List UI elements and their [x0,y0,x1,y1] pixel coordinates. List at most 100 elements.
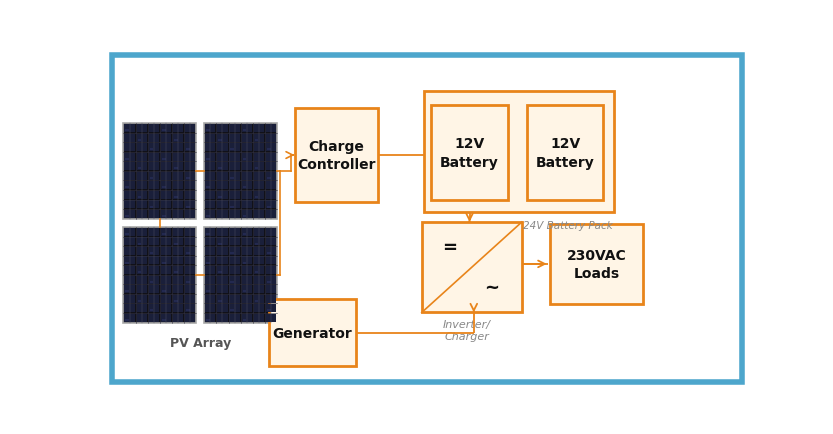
FancyBboxPatch shape [205,257,216,265]
FancyBboxPatch shape [242,216,247,217]
FancyBboxPatch shape [242,295,252,303]
Text: PV Array: PV Array [170,336,231,349]
FancyBboxPatch shape [218,168,222,170]
FancyBboxPatch shape [266,257,277,265]
Text: 12V
Battery: 12V Battery [440,137,499,169]
FancyBboxPatch shape [150,281,153,283]
FancyBboxPatch shape [137,300,142,302]
FancyBboxPatch shape [161,247,171,255]
FancyBboxPatch shape [126,262,129,264]
FancyBboxPatch shape [218,243,222,245]
FancyBboxPatch shape [527,105,603,201]
FancyBboxPatch shape [204,124,277,219]
FancyBboxPatch shape [254,191,264,199]
FancyBboxPatch shape [161,153,171,161]
FancyBboxPatch shape [217,163,227,171]
FancyBboxPatch shape [185,266,196,274]
FancyBboxPatch shape [217,247,227,255]
FancyBboxPatch shape [267,281,271,283]
FancyBboxPatch shape [185,125,196,133]
FancyBboxPatch shape [149,153,159,161]
FancyBboxPatch shape [124,172,135,180]
FancyBboxPatch shape [242,238,252,246]
FancyBboxPatch shape [150,178,153,180]
FancyBboxPatch shape [173,257,183,265]
FancyBboxPatch shape [149,314,159,322]
FancyBboxPatch shape [137,305,147,312]
FancyBboxPatch shape [267,178,271,180]
FancyBboxPatch shape [173,153,183,161]
FancyBboxPatch shape [255,300,258,302]
FancyBboxPatch shape [266,238,277,246]
FancyBboxPatch shape [254,144,264,152]
FancyBboxPatch shape [149,238,159,246]
FancyBboxPatch shape [137,257,147,265]
FancyBboxPatch shape [124,134,135,142]
FancyBboxPatch shape [254,210,264,218]
FancyBboxPatch shape [149,191,159,199]
FancyBboxPatch shape [266,286,277,293]
FancyBboxPatch shape [267,149,271,151]
FancyBboxPatch shape [173,144,183,152]
FancyBboxPatch shape [217,305,227,312]
FancyBboxPatch shape [242,134,252,142]
FancyBboxPatch shape [229,276,240,284]
FancyBboxPatch shape [207,233,210,236]
FancyBboxPatch shape [255,272,258,273]
FancyBboxPatch shape [185,257,196,265]
FancyBboxPatch shape [242,291,247,293]
FancyBboxPatch shape [137,314,147,322]
FancyBboxPatch shape [185,228,196,236]
FancyBboxPatch shape [137,172,147,180]
FancyBboxPatch shape [266,247,277,255]
FancyBboxPatch shape [254,276,264,284]
FancyBboxPatch shape [185,144,196,152]
FancyBboxPatch shape [266,276,277,284]
FancyBboxPatch shape [254,295,264,303]
FancyBboxPatch shape [150,206,153,208]
FancyBboxPatch shape [161,191,171,199]
FancyBboxPatch shape [124,276,135,284]
FancyBboxPatch shape [161,238,171,246]
FancyBboxPatch shape [229,247,240,255]
FancyBboxPatch shape [174,139,177,141]
FancyBboxPatch shape [205,305,216,312]
FancyBboxPatch shape [161,228,171,236]
FancyBboxPatch shape [161,314,171,322]
FancyBboxPatch shape [229,257,240,265]
FancyBboxPatch shape [205,286,216,293]
FancyBboxPatch shape [161,295,171,303]
FancyBboxPatch shape [187,149,190,151]
FancyBboxPatch shape [150,253,153,254]
FancyBboxPatch shape [124,210,135,218]
FancyBboxPatch shape [217,314,227,322]
FancyBboxPatch shape [204,227,277,323]
FancyBboxPatch shape [266,305,277,312]
FancyBboxPatch shape [174,300,177,302]
FancyBboxPatch shape [137,295,147,303]
FancyBboxPatch shape [255,168,258,170]
FancyBboxPatch shape [217,191,227,199]
FancyBboxPatch shape [231,310,234,312]
FancyBboxPatch shape [123,227,197,323]
FancyBboxPatch shape [242,305,252,312]
FancyBboxPatch shape [162,130,166,132]
FancyBboxPatch shape [267,253,271,254]
FancyBboxPatch shape [266,125,277,133]
FancyBboxPatch shape [205,182,216,190]
FancyBboxPatch shape [229,228,240,236]
FancyBboxPatch shape [124,238,135,246]
FancyBboxPatch shape [242,172,252,180]
FancyBboxPatch shape [242,201,252,209]
FancyBboxPatch shape [229,144,240,152]
FancyBboxPatch shape [217,266,227,274]
FancyBboxPatch shape [218,139,222,141]
FancyBboxPatch shape [185,314,196,322]
FancyBboxPatch shape [229,201,240,209]
FancyBboxPatch shape [205,172,216,180]
FancyBboxPatch shape [137,153,147,161]
FancyBboxPatch shape [185,172,196,180]
FancyBboxPatch shape [137,139,142,141]
FancyBboxPatch shape [149,144,159,152]
FancyBboxPatch shape [137,168,142,170]
